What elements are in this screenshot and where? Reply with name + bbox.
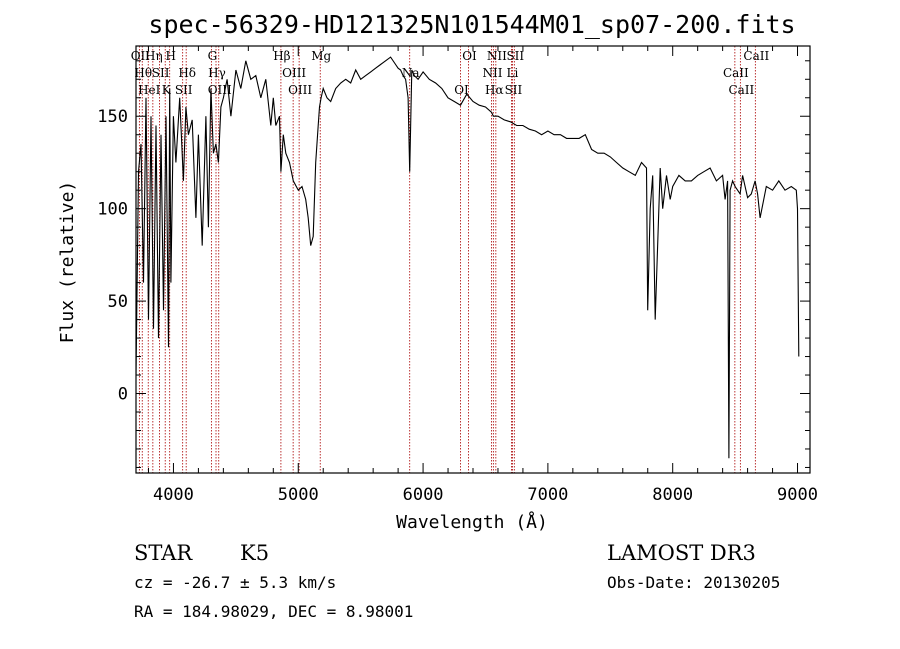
redshift: cz = -26.7 ± 5.3 km/s (134, 573, 336, 592)
x-axis-ticks: 4000 5000 6000 7000 8000 9000 (147, 46, 818, 505)
marker-label: SII (152, 66, 170, 80)
x-axis-label: Wavelength (Å) (396, 511, 548, 533)
marker-label: OI (454, 83, 469, 97)
survey-label: LAMOST DR3 (607, 541, 756, 565)
marker-label: CaII (723, 66, 749, 80)
marker-label: OIII (282, 66, 306, 80)
marker-label: Mg (311, 49, 331, 63)
marker-label: SII (506, 49, 524, 63)
marker-label: HeI (138, 83, 161, 97)
marker-label: Hδ (178, 66, 196, 80)
x-tick-label: 8000 (652, 485, 693, 505)
spectrum-line (136, 56, 800, 459)
marker-label: Hα (485, 83, 504, 97)
marker-label: H (165, 49, 175, 63)
y-tick-label: 50 (108, 292, 128, 312)
marker-label: CaII (743, 49, 769, 63)
marker-label: OIII (288, 83, 312, 97)
marker-label: SII (175, 83, 193, 97)
object-type: STAR (134, 541, 193, 565)
marker-label: OI (462, 49, 477, 63)
coordinates: RA = 184.98029, DEC = 8.98001 (134, 602, 413, 621)
y-tick-label: 150 (97, 107, 128, 127)
obs-date: Obs-Date: 20130205 (607, 573, 780, 592)
marker-label: Li (507, 66, 519, 80)
x-tick-label: 6000 (403, 485, 444, 505)
marker-label: NII (487, 49, 507, 63)
marker-label: Hβ (273, 49, 290, 63)
marker-label: K (162, 83, 172, 97)
subclass: K5 (240, 541, 269, 565)
marker-label: G (208, 49, 218, 63)
y-tick-label: 100 (97, 200, 128, 220)
x-tick-label: 9000 (777, 485, 818, 505)
x-tick-label: 4000 (153, 485, 194, 505)
y-tick-label: 0 (118, 385, 128, 405)
marker-label: SII (505, 83, 523, 97)
x-tick-label: 5000 (278, 485, 319, 505)
marker-label: CaII (728, 83, 754, 97)
marker-label: Hθ (134, 66, 152, 80)
marker-label: Hη (145, 49, 163, 63)
marker-label: Hγ (208, 66, 226, 80)
marker-label: NII (482, 66, 502, 80)
y-axis-label: Flux (relative) (57, 181, 78, 344)
x-tick-label: 7000 (527, 485, 568, 505)
y-axis-ticks: 0 50 100 150 (97, 60, 810, 468)
chart-title: spec-56329-HD121325N101544M01_sp07-200.f… (148, 10, 795, 39)
